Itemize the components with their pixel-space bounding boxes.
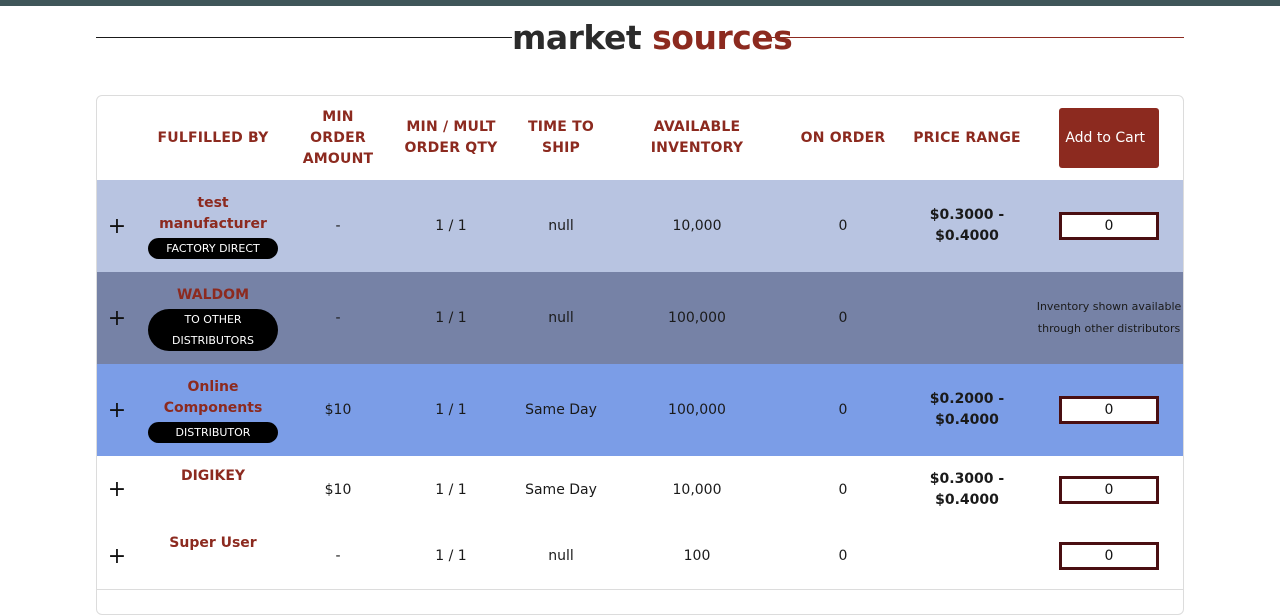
on-order-cell: 0: [838, 481, 848, 498]
on-order-cell: 0: [838, 548, 848, 564]
source-name-link[interactable]: Super User: [169, 535, 257, 551]
quantity-input[interactable]: [1059, 396, 1159, 424]
available-inventory-cell: 100: [683, 548, 711, 564]
quantity-input[interactable]: [1059, 475, 1159, 504]
price-range-cell: [907, 272, 1027, 364]
min-mult-qty-cell: 1 / 1: [435, 218, 467, 234]
header-price-range: PRICE RANGE: [913, 129, 1021, 146]
price-range-cell: $0.3000 - $0.4000: [929, 470, 1005, 508]
min-mult-qty-cell: 1 / 1: [435, 548, 467, 564]
min-order-amount-cell: $10: [324, 402, 352, 418]
fulfilled-by-cell: test manufacturer FACTORY DIRECT: [148, 180, 278, 272]
table-row: + DIGIKEY $10 1 / 1 Same Day 10,000 0 $0…: [97, 456, 1183, 523]
available-inventory-cell: 100,000: [668, 402, 726, 418]
section-title-word-1: market: [512, 18, 642, 57]
market-sources-table: FULFILLED BY MIN ORDER AMOUNT MIN / MULT…: [96, 95, 1184, 615]
header-fulfilled-by: FULFILLED BY: [157, 129, 269, 146]
expand-row-button[interactable]: +: [107, 305, 127, 331]
price-range-cell: [907, 523, 1027, 589]
header-action: Add to Cart: [1047, 96, 1171, 180]
fulfilled-by-cell: DIGIKEY: [153, 456, 273, 523]
title-divider-left: [96, 37, 512, 38]
action-cell: [1047, 364, 1171, 456]
expand-row-button[interactable]: +: [107, 543, 127, 569]
min-mult-qty-cell: 1 / 1: [435, 481, 467, 498]
fulfilled-by-cell: WALDOM TO OTHER DISTRIBUTORS: [148, 272, 278, 364]
time-to-ship-cell: Same Day: [525, 402, 597, 418]
min-order-amount-cell: $10: [324, 481, 352, 498]
min-mult-qty-cell: 1 / 1: [435, 310, 467, 326]
header-available-inventory: AVAILABLE INVENTORY: [650, 119, 744, 156]
source-type-badge: DISTRIBUTOR: [148, 422, 278, 443]
section-title: market sources: [512, 18, 793, 58]
expand-row-button[interactable]: +: [107, 213, 127, 239]
min-order-amount-cell: -: [335, 548, 341, 564]
time-to-ship-cell: null: [548, 310, 574, 326]
header-min-mult-order-qty: MIN / MULT ORDER QTY: [404, 119, 498, 156]
fulfilled-by-cell: Online Components DISTRIBUTOR: [148, 364, 278, 456]
source-type-badge: FACTORY DIRECT: [148, 238, 278, 259]
inventory-note: Inventory shown available through other …: [1036, 300, 1182, 335]
table-row: + test manufacturer FACTORY DIRECT - 1 /…: [97, 180, 1183, 272]
action-cell: Inventory shown available through other …: [1033, 272, 1183, 364]
available-inventory-cell: 100,000: [668, 310, 726, 326]
min-order-amount-cell: -: [335, 218, 341, 234]
quantity-input[interactable]: [1059, 542, 1159, 570]
source-type-badge: TO OTHER DISTRIBUTORS: [148, 309, 278, 351]
table-row: + Online Components DISTRIBUTOR $10 1 / …: [97, 364, 1183, 456]
time-to-ship-cell: null: [548, 548, 574, 564]
table-row: + WALDOM TO OTHER DISTRIBUTORS - 1 / 1 n…: [97, 272, 1183, 364]
header-time-to-ship: TIME TO SHIP: [528, 119, 594, 156]
price-range-cell: $0.2000 - $0.4000: [929, 391, 1005, 428]
available-inventory-cell: 10,000: [672, 218, 722, 234]
action-cell: [1047, 180, 1171, 272]
on-order-cell: 0: [838, 310, 848, 326]
table-row: + Super User - 1 / 1 null 100 0: [97, 523, 1183, 590]
table-header-row: FULFILLED BY MIN ORDER AMOUNT MIN / MULT…: [97, 96, 1183, 180]
on-order-cell: 0: [838, 402, 848, 418]
quantity-input[interactable]: [1059, 212, 1159, 240]
expand-row-button[interactable]: +: [107, 477, 127, 502]
title-divider-right: [768, 37, 1184, 38]
header-on-order: ON ORDER: [800, 129, 886, 146]
price-range-cell: $0.3000 - $0.4000: [929, 207, 1005, 244]
source-name-link[interactable]: WALDOM: [176, 287, 250, 303]
add-to-cart-button[interactable]: Add to Cart: [1059, 108, 1159, 168]
expand-row-button[interactable]: +: [107, 397, 127, 423]
source-name-link[interactable]: DIGIKEY: [180, 468, 246, 484]
action-cell: [1047, 523, 1171, 589]
section-title-row: market sources: [96, 18, 1184, 58]
min-order-amount-cell: -: [335, 310, 341, 326]
fulfilled-by-cell: Super User: [153, 523, 273, 589]
top-bar: [0, 0, 1280, 6]
time-to-ship-cell: Same Day: [525, 481, 597, 498]
source-name-link[interactable]: test manufacturer: [159, 195, 267, 232]
min-mult-qty-cell: 1 / 1: [435, 402, 467, 418]
source-name-link[interactable]: Online Components: [163, 379, 263, 416]
available-inventory-cell: 10,000: [672, 481, 722, 498]
on-order-cell: 0: [838, 218, 848, 234]
time-to-ship-cell: null: [548, 218, 574, 234]
header-min-order-amount: MIN ORDER AMOUNT: [302, 108, 374, 167]
action-cell: [1047, 456, 1171, 523]
